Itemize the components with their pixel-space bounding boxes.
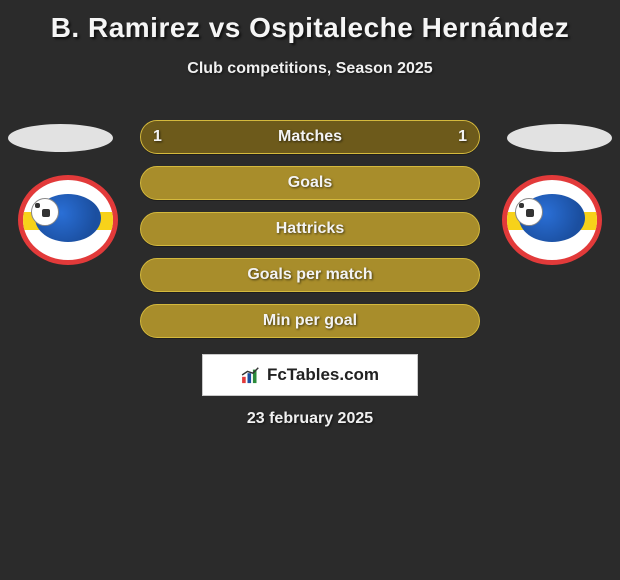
stat-value-left: 1 bbox=[153, 128, 162, 146]
stat-label: Goals per match bbox=[247, 266, 372, 284]
stat-bars: 1 1 Matches Goals Hattricks Goals per match Mi… bbox=[140, 120, 480, 350]
club-badge-right bbox=[502, 175, 602, 265]
club-badge-left bbox=[18, 175, 118, 265]
stat-bar: Goals bbox=[140, 166, 480, 200]
chart-icon bbox=[241, 366, 263, 384]
stat-label: Matches bbox=[278, 128, 342, 146]
player-left-photo-placeholder bbox=[8, 124, 113, 152]
stat-label: Hattricks bbox=[276, 220, 344, 238]
stat-label: Min per goal bbox=[263, 312, 357, 330]
stat-bar: Goals per match bbox=[140, 258, 480, 292]
brand-watermark: FcTables.com bbox=[202, 354, 418, 396]
stat-value-right: 1 bbox=[458, 128, 467, 146]
stat-bar: Min per goal bbox=[140, 304, 480, 338]
stat-label: Goals bbox=[288, 174, 332, 192]
comparison-date: 23 february 2025 bbox=[0, 410, 620, 428]
comparison-title: B. Ramirez vs Ospitaleche Hernández bbox=[0, 0, 620, 44]
stat-bar: Hattricks bbox=[140, 212, 480, 246]
stat-bar: 1 1 Matches bbox=[140, 120, 480, 154]
comparison-subtitle: Club competitions, Season 2025 bbox=[0, 60, 620, 78]
player-right-photo-placeholder bbox=[507, 124, 612, 152]
brand-text: FcTables.com bbox=[267, 365, 379, 385]
